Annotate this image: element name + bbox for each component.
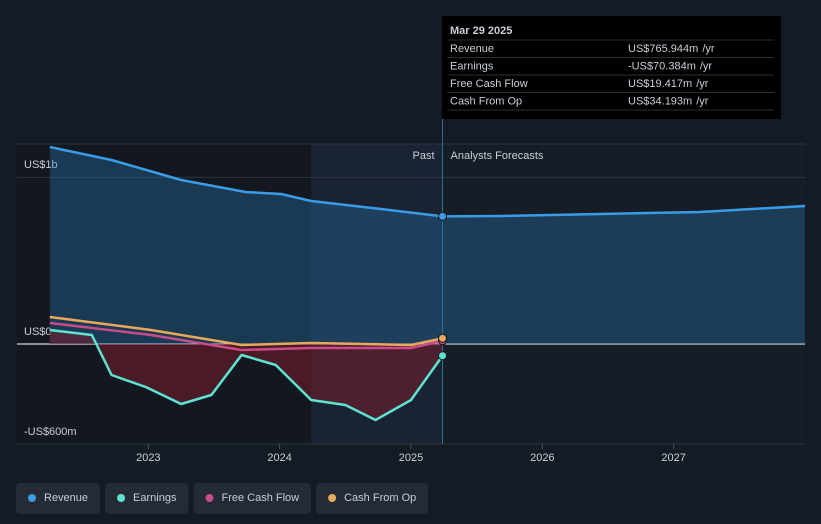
tooltip-date: Mar 29 2025	[450, 25, 512, 37]
tooltip-unit: /yr	[696, 95, 709, 107]
y-tick-label: US$1b	[24, 159, 58, 171]
series-line	[49, 328, 444, 422]
legend-label: Free Cash Flow	[221, 492, 299, 504]
tooltip-value: US$19.417m	[628, 78, 692, 90]
past-label: Past	[413, 150, 435, 162]
tooltip-box	[442, 16, 781, 119]
legend-dot	[205, 494, 214, 502]
area	[49, 330, 443, 420]
legend-dot	[28, 494, 36, 502]
area	[49, 147, 806, 344]
legend-label: Revenue	[44, 492, 88, 504]
tooltip: Mar 29 2025 Revenue US$765.944m/yr Earnings…	[442, 16, 781, 119]
point-marker	[438, 333, 448, 343]
x-tick-label: 2024	[267, 452, 291, 464]
legend-button	[16, 483, 101, 514]
series-line	[49, 321, 443, 352]
legend-label: Cash From Op	[344, 492, 416, 504]
x-tick-label: 2027	[661, 452, 685, 464]
series-line	[49, 145, 806, 218]
forecast-label: Analysts Forecasts	[451, 150, 544, 162]
y-tick-label: -US$600m	[24, 426, 77, 438]
forecast-region	[442, 144, 805, 444]
legend-dot	[117, 494, 126, 502]
y-tick-label: US$0	[24, 326, 52, 338]
legend-button	[316, 483, 429, 514]
legend-label: Earnings	[133, 492, 177, 504]
tooltip-value: US$34.193m	[628, 95, 692, 107]
series-line	[49, 315, 443, 347]
legend-item[interactable]: Earnings	[105, 483, 189, 514]
tooltip-unit: /yr	[702, 43, 715, 55]
tooltip-label: Free Cash Flow	[450, 78, 528, 90]
x-tick-label: 2025	[399, 452, 423, 464]
x-tick-label: 2026	[530, 452, 554, 464]
tooltip-label: Cash From Op	[450, 95, 522, 107]
tooltip-unit: /yr	[700, 60, 713, 72]
legend-button	[193, 483, 312, 514]
x-tick-label: 2023	[136, 452, 160, 464]
tooltip-value: US$765.944m	[628, 43, 698, 55]
tooltip-label: Revenue	[450, 43, 494, 55]
legend-item[interactable]: Revenue	[16, 483, 101, 514]
tooltip-unit: /yr	[696, 78, 709, 90]
point-marker	[438, 351, 448, 361]
tooltip-value: -US$70.384m	[628, 60, 696, 72]
legend-item[interactable]: Cash From Op	[316, 483, 429, 514]
tooltip-label: Earnings	[450, 60, 494, 72]
legend-button	[105, 483, 189, 514]
legend-item[interactable]: Free Cash Flow	[193, 483, 312, 514]
legend-dot	[328, 494, 337, 502]
point-marker	[438, 211, 448, 221]
